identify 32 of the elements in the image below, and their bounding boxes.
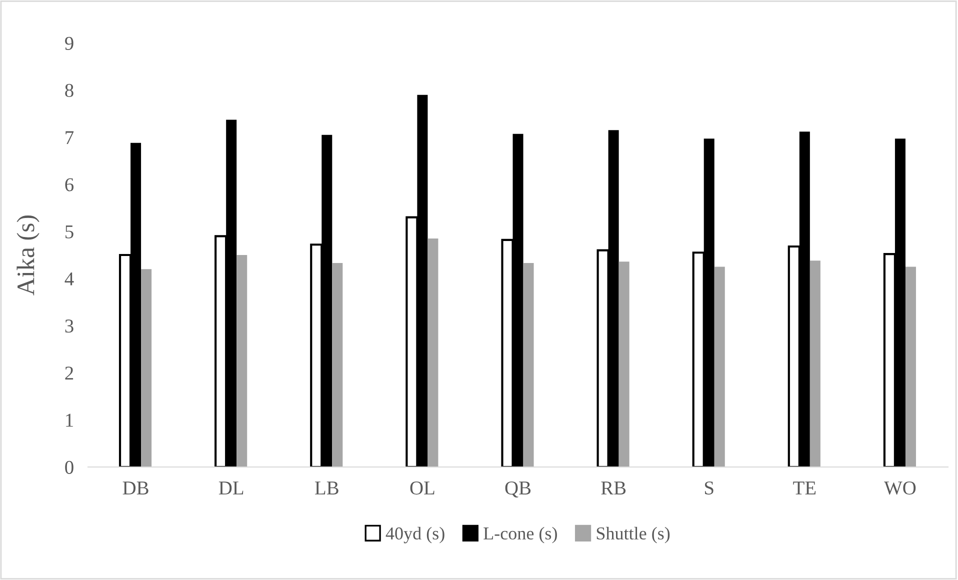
- bar: [332, 263, 343, 467]
- x-tick-label: TE: [793, 482, 816, 494]
- x-tick-label: DL: [218, 482, 244, 494]
- y-tick-label: 8: [65, 84, 74, 98]
- y-tick-label: 2: [65, 366, 74, 380]
- x-tick-label: QB: [505, 482, 531, 498]
- x-tick-label: WO: [884, 482, 916, 495]
- bar: [141, 269, 152, 467]
- x-tick-label: LB: [315, 482, 338, 494]
- legend-label: 40yd (s): [386, 526, 444, 544]
- x-tick-label: RB: [601, 482, 626, 494]
- y-tick-label: 3: [65, 320, 74, 333]
- y-tick-label: 5: [66, 225, 74, 238]
- y-tick-label: 6: [65, 178, 74, 192]
- y-axis-title: Aika (s): [16, 215, 40, 296]
- bar: [236, 255, 248, 467]
- x-tick-label: S: [705, 482, 714, 495]
- y-tick-label: 7: [66, 131, 74, 144]
- bar: [428, 238, 438, 467]
- y-tick-label: 4: [64, 272, 74, 286]
- bar: [618, 262, 630, 467]
- x-tick-label: DB: [122, 482, 148, 494]
- legend-label: L-cone (s): [484, 526, 557, 544]
- bar: [810, 260, 820, 467]
- bar: [523, 263, 534, 467]
- y-tick-label: 1: [66, 414, 73, 427]
- legend-label: Shuttle (s): [596, 526, 670, 544]
- bar: [714, 266, 725, 467]
- x-tick-label: OL: [410, 482, 434, 495]
- y-tick-label: 0: [65, 460, 74, 474]
- bar: [905, 266, 916, 467]
- y-tick-label: 9: [65, 36, 74, 50]
